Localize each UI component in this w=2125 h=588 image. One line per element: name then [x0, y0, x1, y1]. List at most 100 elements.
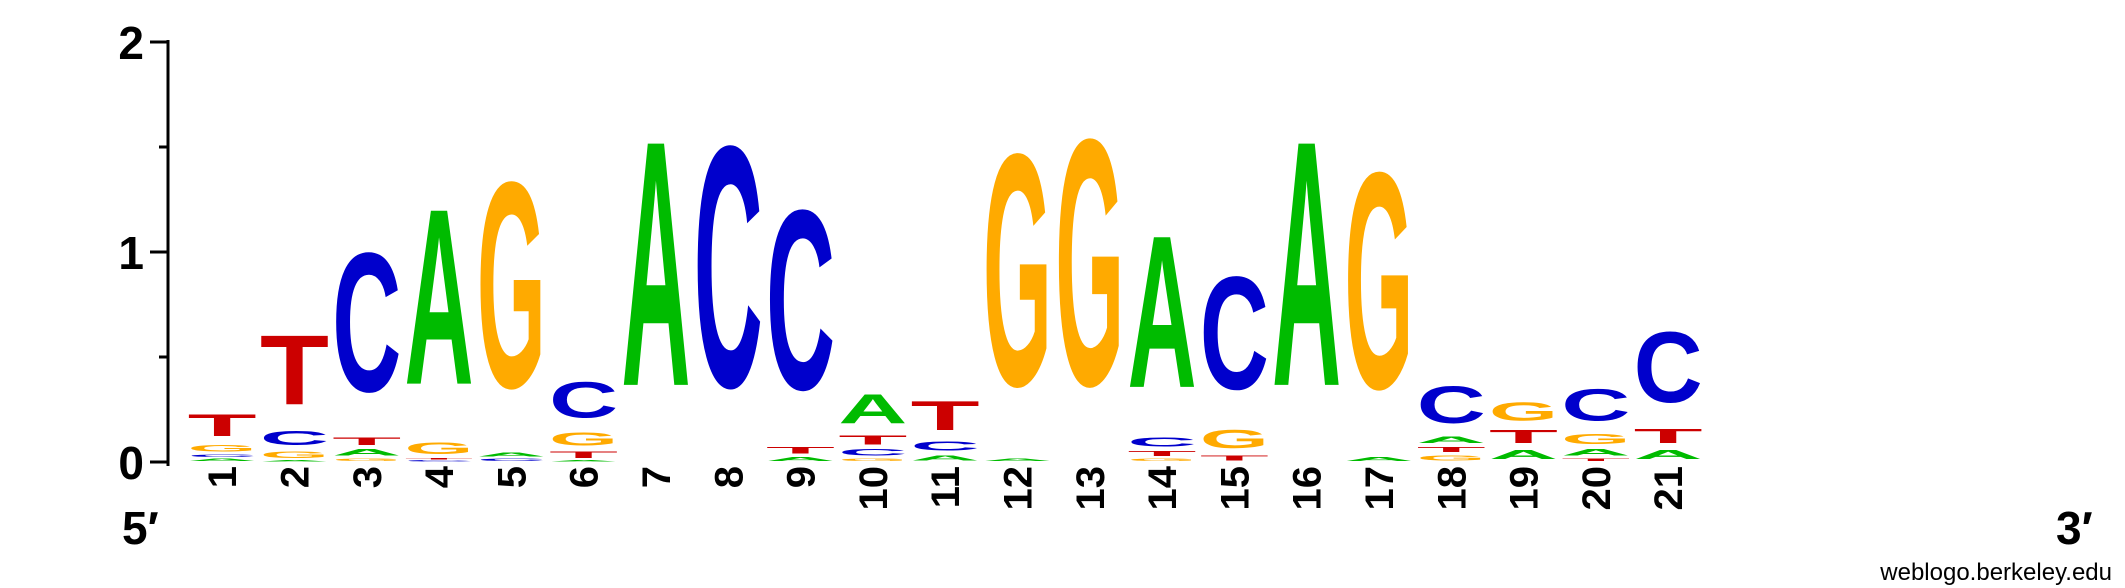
logo-letter-C: C [1634, 310, 1703, 423]
y-tick-label: 1 [118, 227, 144, 279]
x-tick-label: 13 [1069, 466, 1113, 511]
x-tick-label: 21 [1647, 466, 1691, 511]
logo-letter-A: A [405, 158, 474, 438]
logo-letter-G: G [1055, 66, 1124, 460]
logo-column-17: AG [1344, 109, 1413, 462]
logo-letter-G: G [983, 86, 1052, 456]
logo-letter-A: A [983, 458, 1052, 462]
logo-letter-C: C [260, 426, 329, 449]
logo-letter-A: A [1128, 190, 1197, 433]
logo-letter-T: T [260, 315, 329, 426]
logo-letter-T: T [1200, 454, 1269, 462]
logo-letter-C: C [1128, 435, 1197, 450]
logo-letter-T: T [838, 433, 907, 448]
logo-letter-T: T [1128, 449, 1197, 457]
logo-letter-A: A [477, 452, 546, 458]
logo-letter-A: A [188, 458, 257, 462]
logo-letter-A: A [549, 460, 618, 462]
logo-letter-G: G [549, 428, 618, 449]
logo-column-12: AG [983, 86, 1052, 462]
logo-letter-C: C [549, 372, 618, 428]
logo-letter-A: A [911, 454, 980, 462]
logo-letter-T: T [766, 445, 835, 456]
logo-letter-A: A [1344, 456, 1413, 462]
three-prime-label: 3′ [2056, 502, 2093, 554]
y-tick-label: 0 [118, 437, 144, 489]
logo-letter-A: A [1417, 435, 1486, 445]
watermark-text: weblogo.berkeley.edu [1879, 559, 2112, 586]
x-tick-label: 14 [1141, 465, 1185, 510]
logo-letter-G: G [1200, 424, 1269, 453]
x-tick-label: 8 [707, 466, 751, 488]
x-tick-label: 12 [996, 466, 1040, 511]
logo-letter-T: T [1417, 445, 1486, 453]
x-tick-label: 7 [635, 466, 679, 488]
logo-letter-C: C [477, 458, 546, 462]
logo-column-11: ACT [911, 393, 980, 462]
logo-letter-G: G [1561, 431, 1630, 448]
logo-letter-G: G [188, 443, 257, 453]
x-tick-label: 10 [852, 466, 896, 511]
x-tick-label: 4 [418, 465, 462, 488]
logo-letter-A: A [332, 447, 401, 457]
logo-letter-C: C [405, 460, 474, 462]
logo-letter-A: A [260, 460, 329, 462]
y-tick-label: 2 [118, 17, 144, 69]
logo-letter-G: G [1344, 109, 1413, 454]
x-ticks: 1 2 3 4 5 6 7 8 9 10 11 12 13 14 15 16 17 18 19 20 21 [201, 465, 1691, 510]
logo-letter-G: G [1417, 454, 1486, 462]
logo-letter-C: C [838, 447, 907, 457]
logo-letter-G: G [260, 450, 329, 460]
logo-letter-A: A [1634, 447, 1703, 462]
logo-letter-T: T [549, 449, 618, 460]
logo-letter-A: A [838, 386, 907, 433]
logo-letter-G: G [332, 458, 401, 462]
logo-letter-C: C [1417, 376, 1486, 435]
logo-letter-C: C [1200, 244, 1269, 424]
logo-letter-T: T [911, 393, 980, 439]
logo-letter-T: T [1561, 458, 1630, 462]
x-tick-label: 3 [346, 466, 390, 488]
x-tick-label: 20 [1575, 466, 1619, 511]
logo-column-9: ATC [766, 158, 835, 462]
logo-letter-G: G [1489, 397, 1558, 426]
logo-letter-G: G [477, 121, 546, 450]
logo-column-21: ATC [1634, 310, 1703, 462]
logo-column-16: A [1272, 68, 1341, 460]
x-tick-label: 1 [201, 466, 245, 488]
logo-letter-C: C [332, 213, 401, 435]
logo-column-19: ATG [1489, 397, 1558, 462]
logo-letter-G: G [405, 439, 474, 458]
x-tick-label: 5 [490, 466, 534, 488]
logo-letter-T: T [405, 458, 474, 460]
x-tick-label: 15 [1213, 466, 1257, 511]
logo-letter-A: A [1561, 447, 1630, 457]
x-tick-label: 16 [1286, 466, 1330, 511]
x-tick-label: 19 [1503, 466, 1547, 511]
logo-letter-A: A [621, 68, 690, 460]
logo-column-13: G [1055, 66, 1124, 460]
logo-letter-T: T [1489, 426, 1558, 447]
logo-column-8: C [694, 74, 763, 460]
logo-letter-C: C [766, 158, 835, 444]
x-tick-label: 6 [563, 466, 607, 488]
logo-letter-C: C [694, 74, 763, 460]
logo-letter-A: A [1272, 68, 1341, 460]
logo-column-15: TGC [1200, 244, 1269, 462]
x-tick-label: 9 [780, 466, 824, 488]
logo-letter-T: T [1634, 424, 1703, 447]
logo-letter-C: C [1561, 380, 1630, 431]
x-tick-label: 18 [1430, 466, 1474, 511]
logo-letter-A: A [1489, 447, 1558, 462]
logo-letter-T: T [188, 407, 257, 443]
